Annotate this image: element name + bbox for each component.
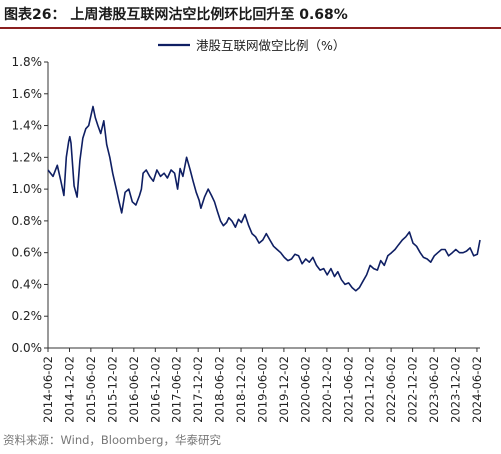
title-divider: [0, 27, 501, 29]
x-tick-label: 2019-06-02: [255, 356, 269, 423]
y-tick-label: 1.4%: [12, 119, 43, 133]
y-tick-label: 1.0%: [12, 182, 43, 196]
x-tick-label: 2022-06-02: [384, 356, 398, 423]
x-tick-label: 2020-06-02: [298, 356, 312, 423]
y-tick-label: 0.8%: [12, 214, 43, 228]
chart-title: 图表26： 上周港股互联网沽空比例环比回升至 0.68%: [4, 7, 348, 23]
x-tick-label: 2015-06-02: [84, 356, 98, 423]
x-tick-label: 2020-12-02: [320, 356, 334, 423]
x-tick-label: 2014-12-02: [62, 356, 76, 423]
y-tick-label: 0.6%: [12, 246, 43, 260]
x-tick-label: 2019-12-02: [277, 356, 291, 423]
x-tick-label: 2017-06-02: [170, 356, 184, 423]
x-tick-label: 2023-12-02: [448, 356, 462, 423]
y-tick-label: 0.2%: [12, 309, 43, 323]
x-tick-label: 2018-12-02: [234, 356, 248, 423]
x-tick-label: 2015-12-02: [105, 356, 119, 423]
y-tick-label: 0.4%: [12, 277, 43, 291]
y-tick-label: 1.8%: [12, 55, 43, 69]
legend: 港股互联网做空比例（%）: [158, 38, 345, 53]
x-tick-label: 2014-06-02: [41, 356, 55, 423]
x-tick-label: 2021-12-02: [363, 356, 377, 423]
legend-label: 港股互联网做空比例（%）: [196, 38, 345, 53]
series-line-short-ratio: [47, 105, 481, 292]
x-tick-label: 2016-12-02: [148, 356, 162, 423]
source-note: 资料来源：Wind，Bloomberg，华泰研究: [3, 433, 221, 447]
x-tick-label: 2023-06-02: [427, 356, 441, 423]
y-tick-label: 1.6%: [12, 87, 43, 101]
x-tick-label: 2022-12-02: [406, 356, 420, 423]
x-tick-label: 2018-06-02: [213, 356, 227, 423]
y-tick-label: 0.0%: [12, 341, 43, 355]
x-tick-label: 2016-06-02: [127, 356, 141, 423]
x-tick-label: 2017-12-02: [191, 356, 205, 423]
y-axis: 0.0% 0.2% 0.4% 0.6% 0.8% 1.0% 1.2% 1.4% 1.6% 1.8%: [12, 55, 49, 355]
x-tick-label: 2024-06-02: [470, 356, 484, 423]
x-tick-label: 2021-06-02: [341, 356, 355, 423]
y-tick-label: 1.2%: [12, 150, 43, 164]
x-axis: 2014-06-02 2014-12-02 2015-06-02 2015-12-02…: [41, 347, 484, 423]
